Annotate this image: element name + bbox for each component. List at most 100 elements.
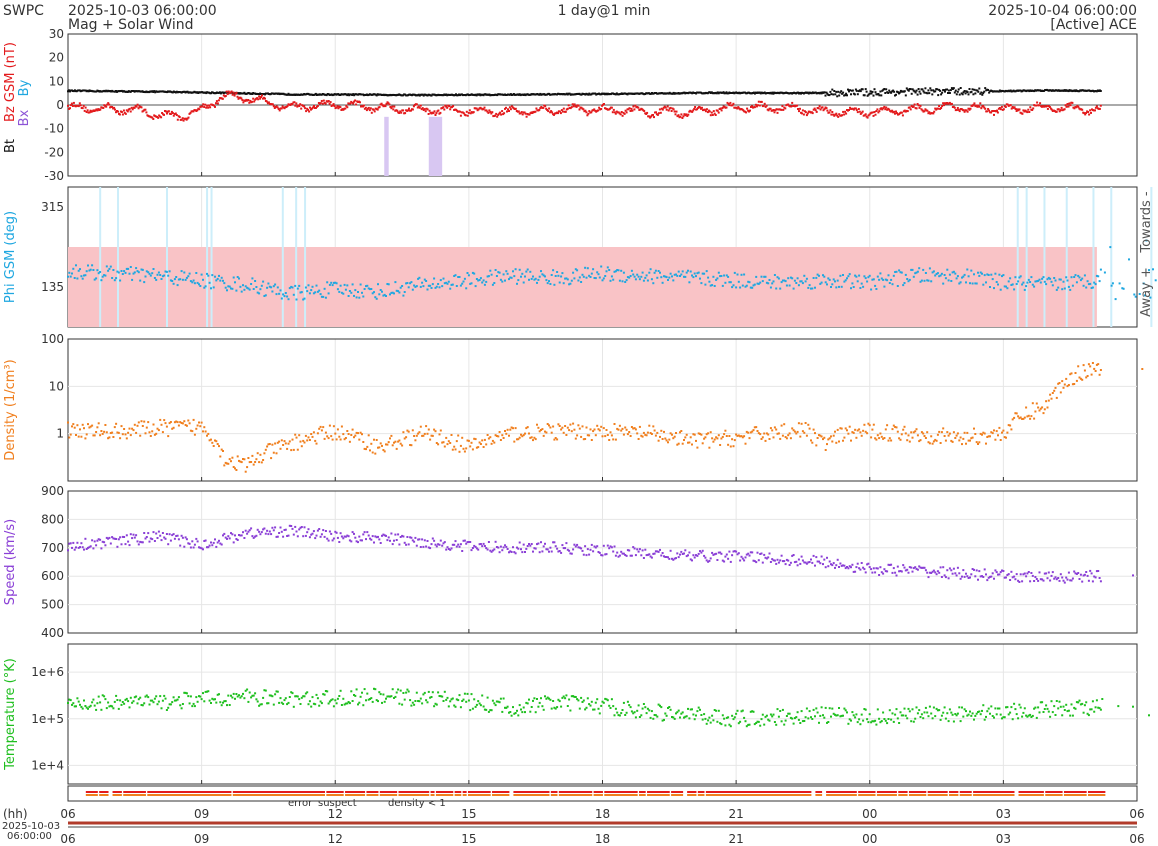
speed-y-tick-label: 900 [41,484,64,498]
density-point [985,442,987,445]
bt-point [851,89,854,92]
phi-point [1031,283,1034,286]
speed-point [870,568,873,571]
phi-point [866,280,869,283]
phi-point [1047,276,1050,279]
speed-point [252,536,255,539]
bz-point [185,118,188,121]
density-point [79,428,81,431]
phi-point [185,276,188,279]
speed-point [275,535,278,538]
bz-point [900,111,903,114]
density-point [886,424,889,427]
density-point [371,451,374,454]
phi-point [900,271,903,274]
phi-point [830,286,832,288]
bz-point [872,114,875,117]
bz-point [976,105,979,108]
phi-point [112,269,115,271]
phi-point [858,274,861,277]
phi-point [1043,280,1046,283]
phi-point [266,286,269,289]
phi-point [421,281,424,284]
speed-point [173,537,176,540]
density-point [514,427,517,430]
bt-point [854,88,857,91]
bz-point [804,111,807,114]
phi-point [304,286,307,289]
speed-point [876,567,879,570]
bz-point [125,109,128,112]
phi-point [632,273,635,276]
density-point [470,441,473,444]
phi-point [258,292,261,295]
density-point [483,438,486,441]
density-point [111,431,114,434]
bz-point [103,104,106,107]
bz-point [646,111,649,114]
phi-point [474,285,477,288]
phi-point [268,285,271,288]
speed-point [478,543,481,546]
phi-point [180,270,183,273]
speed-point [772,559,775,562]
speed-point [308,536,311,539]
bz-point [613,111,616,114]
phi-point [760,275,763,278]
density-point [652,425,655,428]
density-point [914,430,917,433]
bz-axis-label: Bz GSM (nT) [3,42,18,122]
bz-point [950,102,953,105]
phi-point [210,287,212,290]
density-point [1042,412,1045,415]
bz-point [449,108,452,111]
bz-point [221,97,224,100]
speed-point [759,553,762,555]
speed-point [532,550,534,553]
phi-point [487,275,490,278]
bt-point [840,90,843,93]
speed-point [852,570,855,573]
density-point [76,424,79,427]
phi-point [663,275,665,278]
speed-point [765,557,768,560]
speed-point [397,533,400,536]
speed-point [199,546,202,549]
speed-point [732,550,735,553]
speed-point [936,570,939,573]
phi-point [918,267,921,270]
density-point [614,438,617,441]
phi-point [586,267,589,270]
speed-point [940,576,943,578]
phi-point [120,270,123,272]
bz-point [1083,112,1086,115]
density-point [151,430,154,433]
phi-point [733,271,736,274]
phi-point [367,287,370,290]
speed-point [570,552,573,555]
phi-point [1081,277,1084,280]
phi-point [545,279,548,282]
speed-point [846,566,848,568]
bz-point [468,109,471,112]
bt-point [568,92,571,95]
bz-point [510,105,513,108]
density-point [708,446,711,449]
bz-point [1073,107,1076,110]
density-point [767,433,770,436]
phi-point [92,269,95,271]
speed-point [768,552,771,555]
phi-point [966,268,969,271]
speed-point [944,576,947,579]
speed-point [1059,573,1062,576]
phi-point [687,269,689,272]
speed-point [347,535,350,538]
density-point [577,424,580,427]
density-point [961,443,963,446]
phi-point [711,284,714,287]
speed-point [1005,576,1007,579]
speed-point [477,548,480,551]
speed-point [935,573,938,576]
bz-point [79,104,82,107]
bz-point [391,105,394,108]
